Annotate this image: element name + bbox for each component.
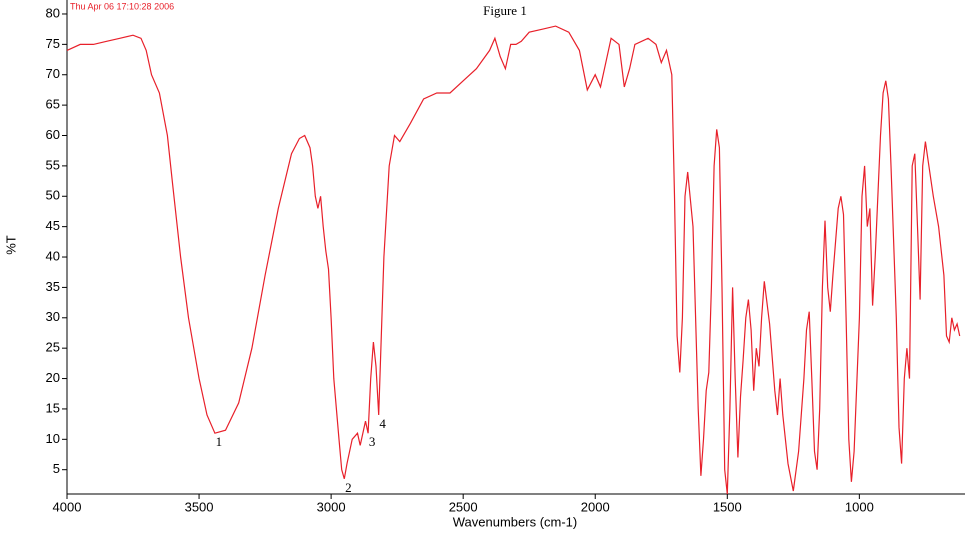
y-tick-label: 65 (46, 97, 60, 112)
x-tick-label: 4000 (53, 499, 82, 514)
y-tick-label: 15 (46, 400, 60, 415)
y-tick-label: 60 (46, 127, 60, 142)
timestamp: Thu Apr 06 17:10:28 2006 (70, 1, 174, 11)
y-tick-label: 35 (46, 279, 60, 294)
y-tick-label: 55 (46, 157, 60, 172)
y-tick-label: 30 (46, 309, 60, 324)
y-tick-label: 25 (46, 340, 60, 355)
y-tick-label: 10 (46, 431, 60, 446)
x-tick-label: 1500 (713, 499, 742, 514)
peak-label: 4 (379, 416, 386, 431)
y-tick-label: 5 (53, 461, 60, 476)
y-tick-label: 70 (46, 66, 60, 81)
y-tick-label: 50 (46, 188, 60, 203)
y-tick-label: 80 (46, 5, 60, 20)
peak-label: 1 (216, 434, 223, 449)
spectrum-line (66, 25, 961, 495)
x-tick-label: 2000 (581, 499, 610, 514)
x-tick-label: 3000 (317, 499, 346, 514)
peak-label: 3 (369, 434, 376, 449)
peak-label: 2 (345, 480, 352, 495)
y-axis-label: %T (3, 235, 18, 255)
x-tick-label: 1000 (845, 499, 874, 514)
y-tick-label: 45 (46, 218, 60, 233)
x-tick-label: 2500 (449, 499, 478, 514)
x-tick-label: 3500 (185, 499, 214, 514)
y-tick-label: 20 (46, 370, 60, 385)
x-axis-label: Wavenumbers (cm-1) (453, 514, 577, 529)
chart-title: Figure 1 (483, 3, 527, 18)
y-tick-label: 75 (46, 36, 60, 51)
y-tick-label: 40 (46, 248, 60, 263)
